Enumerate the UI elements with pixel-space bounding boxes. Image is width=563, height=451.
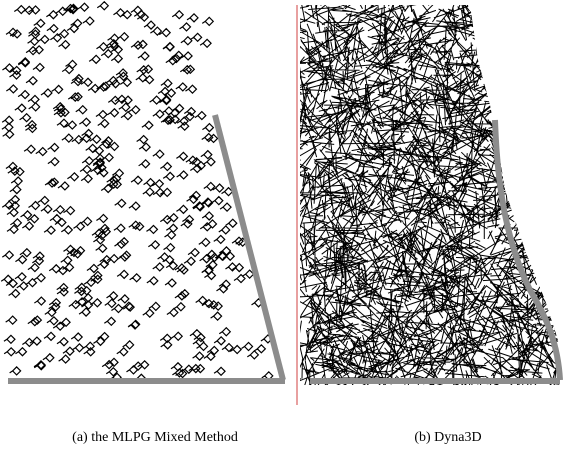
mesh xyxy=(267,0,563,420)
figure: (a) the MLPG Mixed Method (b) Dyna3D xyxy=(0,0,563,451)
mesh-panel xyxy=(267,0,563,420)
caption: (a) the MLPG Mixed Method xyxy=(72,430,238,445)
caption: (b) Dyna3D xyxy=(414,430,481,445)
page: {"figure": {"captions": ["(a) the MLPG M… xyxy=(0,0,563,451)
